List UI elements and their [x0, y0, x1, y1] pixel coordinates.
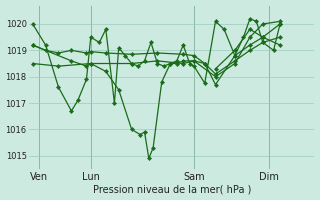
X-axis label: Pression niveau de la mer( hPa ): Pression niveau de la mer( hPa ) — [93, 184, 251, 194]
